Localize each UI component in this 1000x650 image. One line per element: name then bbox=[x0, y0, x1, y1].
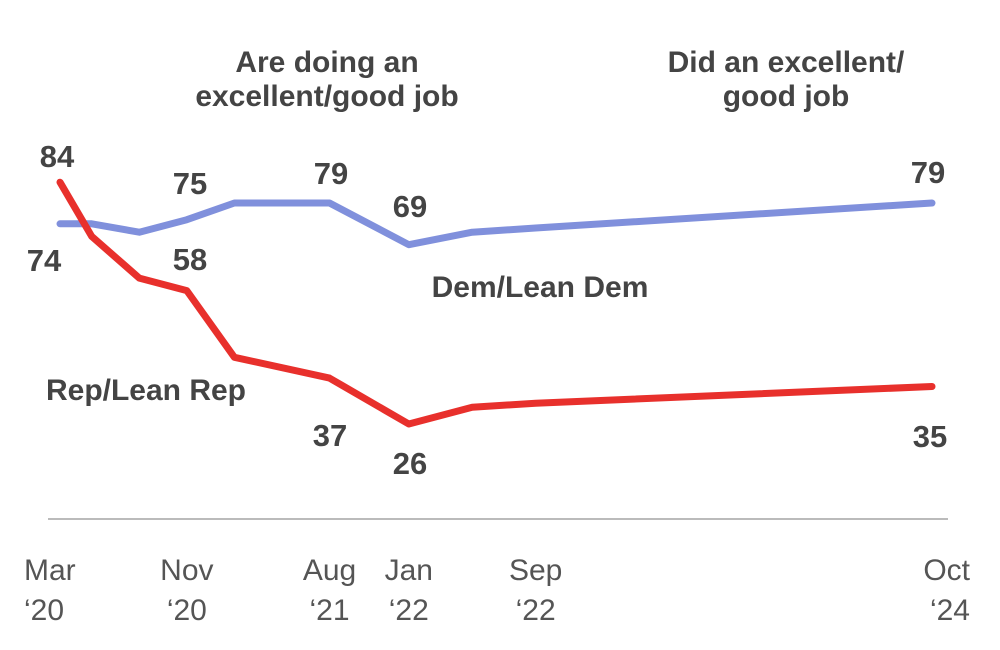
x-tick-label-5-1: Oct bbox=[923, 554, 970, 587]
x-axis-ticks: Mar ‘20 Nov ‘20 Aug ‘21 Jan ‘22 Sep ‘22 Oct ‘24 bbox=[24, 554, 971, 627]
x-tick-label-1-2: ‘20 bbox=[167, 594, 207, 627]
x-tick-label-5-2: ‘24 bbox=[930, 594, 970, 627]
data-label-dem-2: 79 bbox=[314, 156, 348, 191]
data-label-rep-1: 58 bbox=[173, 242, 207, 277]
x-tick-label-4-1: Sep bbox=[509, 554, 562, 587]
data-label-dem-4: 79 bbox=[911, 155, 945, 190]
data-label-rep-2: 37 bbox=[313, 418, 347, 453]
series-label-rep: Rep/Lean Rep bbox=[46, 374, 246, 407]
x-tick-label-0-2: ‘20 bbox=[24, 594, 64, 627]
header-left-line1: Are doing an bbox=[235, 46, 418, 79]
data-label-rep-3: 26 bbox=[393, 446, 427, 481]
series-label-dem: Dem/Lean Dem bbox=[432, 271, 649, 304]
x-tick-label-1-1: Nov bbox=[160, 554, 213, 587]
x-tick-label-0-1: Mar bbox=[24, 554, 76, 587]
data-label-rep-0: 84 bbox=[40, 139, 75, 174]
series-line-dem bbox=[56, 199, 936, 249]
data-label-dem-1: 75 bbox=[173, 166, 207, 201]
data-label-dem-0: 74 bbox=[27, 243, 62, 278]
x-tick-label-3-2: ‘22 bbox=[389, 594, 429, 627]
header-right-line2: good job bbox=[723, 80, 850, 113]
series-line-rep bbox=[56, 178, 936, 428]
x-tick-label-2-2: ‘21 bbox=[310, 594, 350, 627]
data-label-dem-3: 69 bbox=[393, 189, 427, 224]
header-left-line2: excellent/good job bbox=[195, 80, 458, 113]
x-tick-label-3-1: Jan bbox=[385, 554, 433, 587]
header-right-line1: Did an excellent/ bbox=[668, 46, 905, 79]
data-label-rep-4: 35 bbox=[913, 419, 947, 454]
x-tick-label-2-1: Aug bbox=[303, 554, 356, 587]
x-tick-label-4-2: ‘22 bbox=[516, 594, 556, 627]
